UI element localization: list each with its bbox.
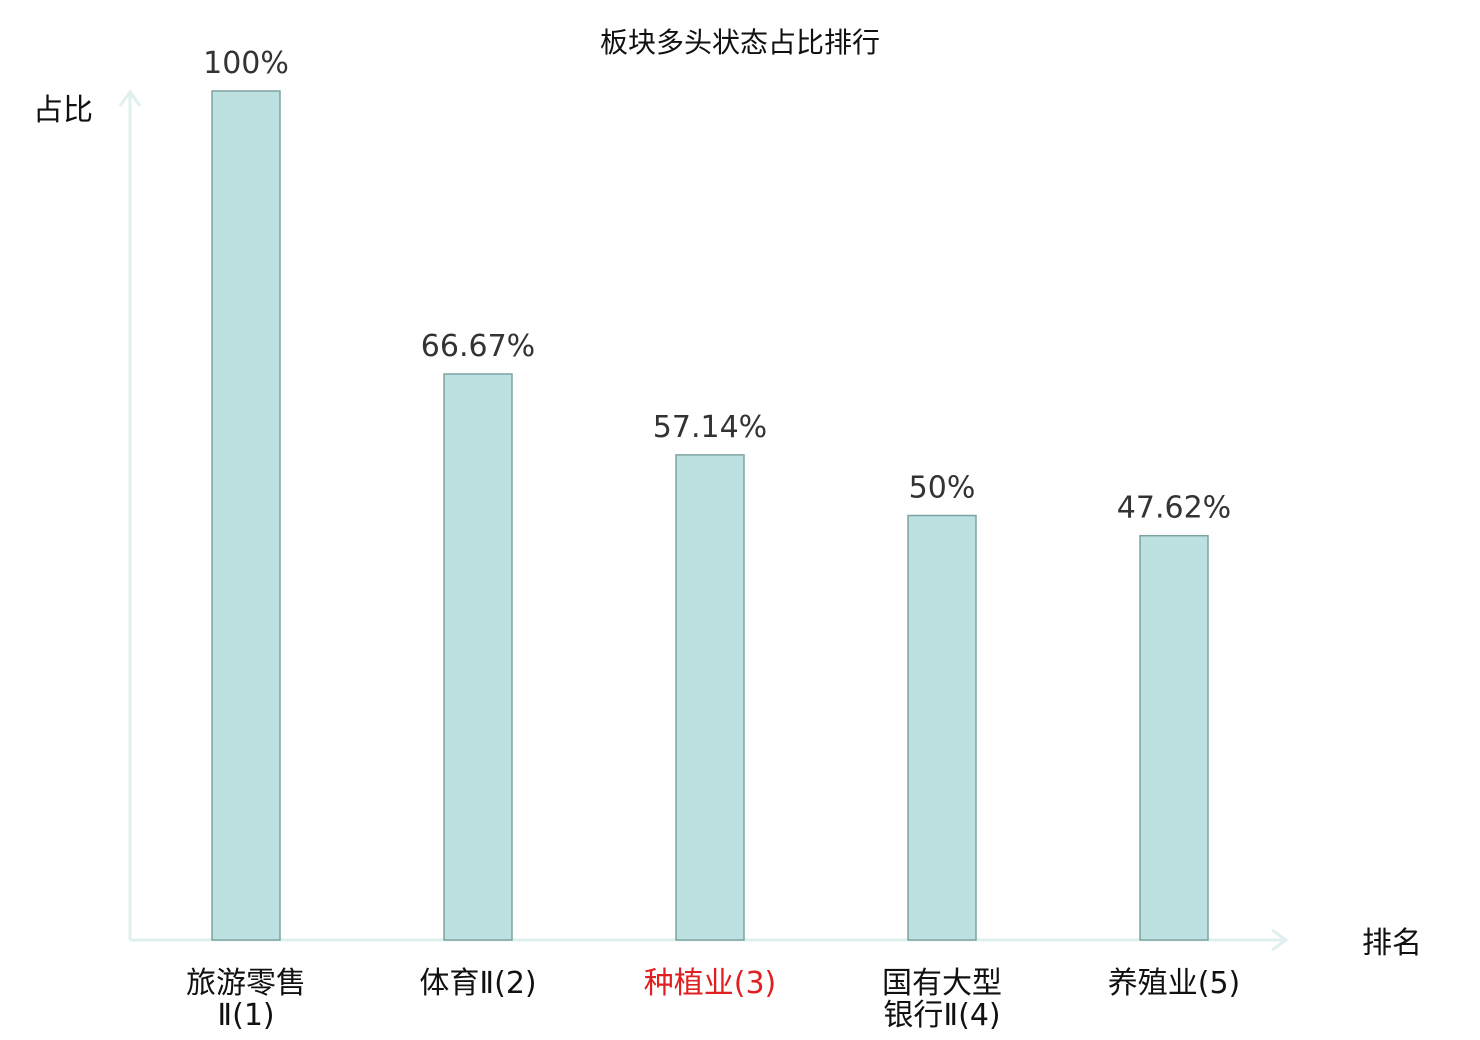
y-axis-arrowhead [118,89,142,107]
category-label-4-line-2: 银行Ⅱ(4) [883,998,1000,1033]
bar-3 [675,454,745,941]
category-label-1-line-1: 旅游零售 [186,966,306,1001]
bar-5 [1139,534,1209,941]
value-label-5: 47.62% [1117,491,1231,526]
bar-4 [907,514,977,941]
x-axis-label: 排名 [1362,926,1422,961]
value-label-2: 66.67% [421,329,535,364]
bars-group [211,90,1209,941]
value-label-1: 100% [203,46,289,81]
bar-2 [443,373,513,941]
value-labels-group: 100% 66.67% 57.14% 50% 47.62% [203,46,1231,526]
category-label-2: 体育Ⅱ(2) [419,966,536,1001]
category-label-3: 种植业(3) [644,966,777,1001]
category-label-1-line-2: Ⅱ(1) [217,998,274,1033]
chart-title: 板块多头状态占比排行 [600,26,880,59]
bar-1 [211,90,281,941]
category-label-5: 养殖业(5) [1108,966,1241,1001]
x-axis-arrowhead [1271,928,1289,952]
value-label-4: 50% [909,471,976,506]
category-label-4-line-1: 国有大型 [882,966,1002,1001]
value-label-3: 57.14% [653,410,767,445]
y-axis-label: 占比 [33,93,93,128]
